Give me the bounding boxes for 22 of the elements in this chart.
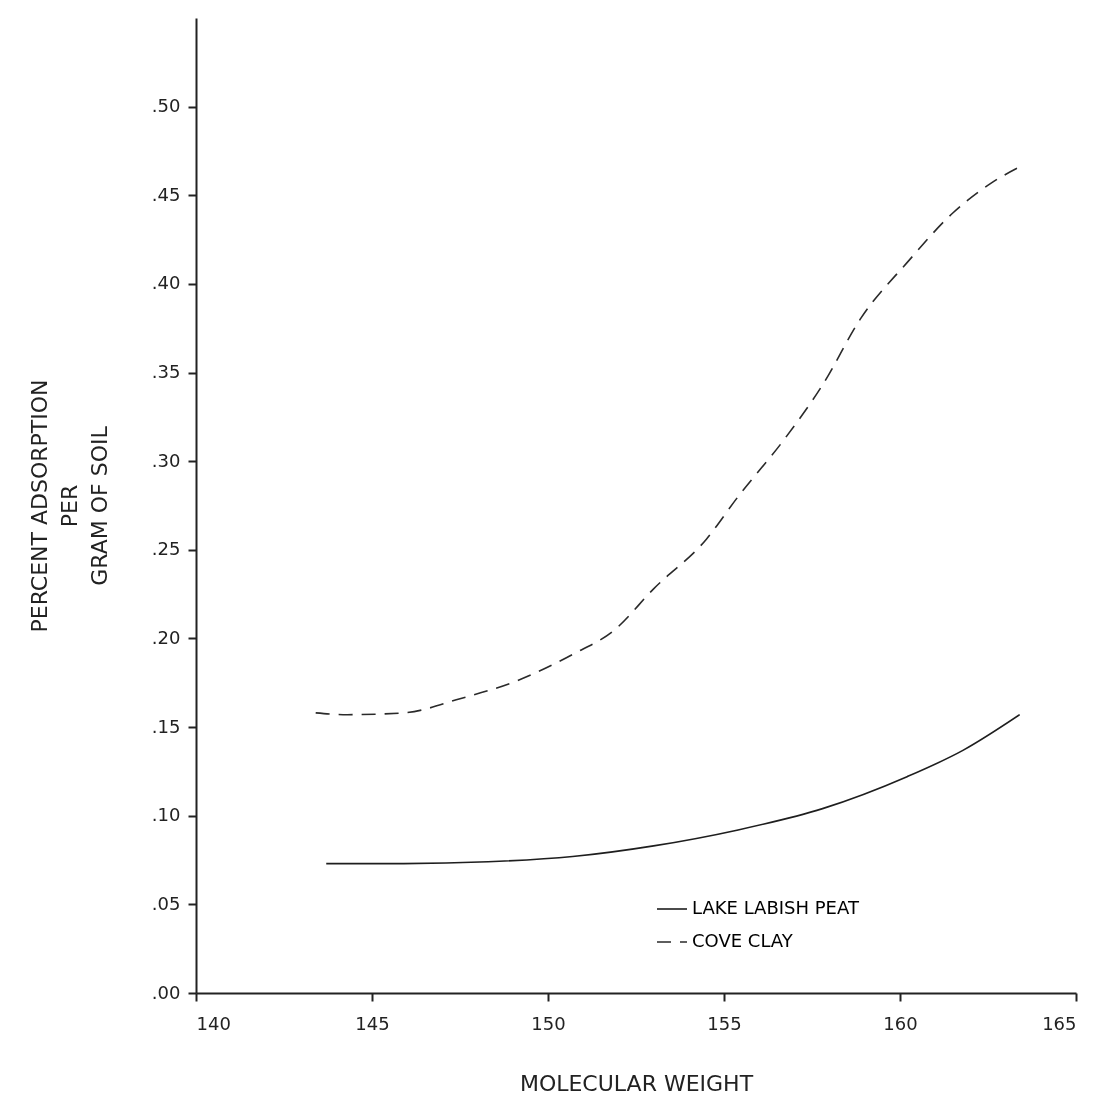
y-tick-label: .00 [151,981,181,1003]
x-axis-title: MOLECULAR WEIGHT [519,1070,754,1096]
legend-label: COVE CLAY [692,930,794,951]
y-tick-label: .30 [151,449,181,471]
y-tick-label: .35 [151,361,181,383]
x-tick-label: 155 [707,1012,742,1034]
y-tick-label: .10 [151,804,181,826]
y-tick-label: .05 [151,892,181,914]
x-tick-label: 145 [355,1012,390,1034]
line-series [325,713,1021,865]
y-tick-label: .15 [151,715,181,737]
x-tick-label: 165 [1042,1012,1077,1034]
x-tick-label: 150 [531,1012,566,1034]
x-tick-label: 160 [883,1012,918,1034]
y-axis-title: PERCENT ADSORPTION PER GRAM OF SOIL [26,379,112,633]
y-tick-label: .20 [151,626,181,648]
y-tick-label: .25 [151,538,181,560]
x-tick-label: 140 [196,1012,231,1034]
legend-label: LAKE LABISH PEAT [692,897,860,918]
y-tick-label: .50 [151,95,181,117]
y-tick-label: .40 [151,272,181,294]
y-tick-label: .45 [151,183,181,205]
